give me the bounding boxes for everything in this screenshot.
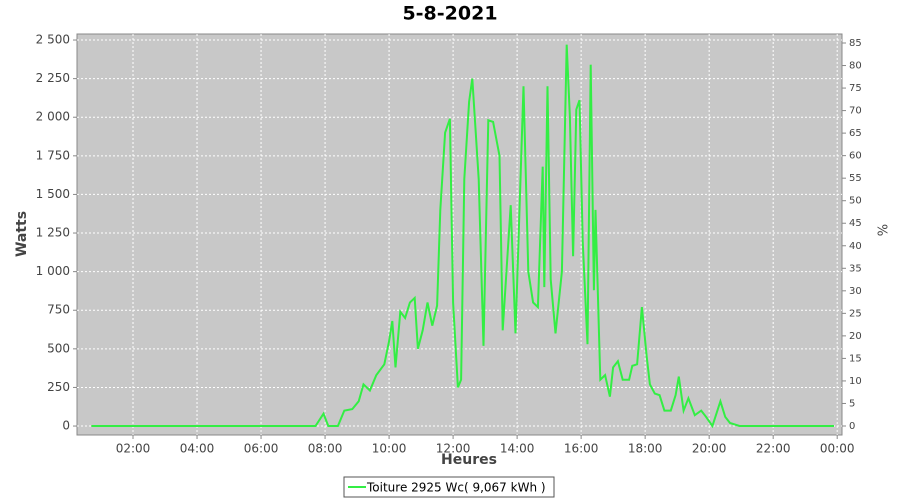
plot-area — [76, 33, 843, 436]
x-axis-label: Heures — [441, 452, 497, 468]
y-axis-label: Watts — [14, 211, 30, 257]
x-tick-label: 16:00 — [564, 442, 599, 456]
y-tick-label: 0 — [62, 419, 70, 433]
y2-axis-label: % — [877, 224, 892, 236]
y2-tick-label: 75 — [849, 83, 862, 94]
y-tick-label: 2 500 — [36, 33, 70, 47]
y-tick-label: 250 — [47, 380, 70, 394]
x-tick-label: 06:00 — [244, 442, 279, 456]
x-tick-label: 02:00 — [116, 442, 151, 456]
y-tick-label: 1 250 — [36, 226, 70, 240]
x-tick-label: 18:00 — [628, 442, 663, 456]
x-tick-label: 14:00 — [500, 442, 535, 456]
y2-tick-label: 60 — [849, 151, 862, 162]
x-tick-label: 10:00 — [372, 442, 407, 456]
x-tick-label: 22:00 — [756, 442, 791, 456]
y-tick-label: 1 750 — [36, 148, 70, 162]
y2-tick-label: 15 — [849, 353, 862, 364]
y2-tick-label: 55 — [849, 173, 862, 184]
x-tick-label: 08:00 — [308, 442, 343, 456]
legend — [343, 476, 555, 498]
x-tick-label: 04:00 — [180, 442, 215, 456]
y-tick-label: 750 — [47, 303, 70, 317]
y2-tick-label: 65 — [849, 128, 862, 139]
y-tick-label: 2 000 — [36, 110, 70, 124]
y2-tick-label: 0 — [849, 421, 855, 432]
series-line — [91, 44, 834, 429]
y-tick-label: 1 000 — [36, 264, 70, 278]
y-tick-label: 1 500 — [36, 187, 70, 201]
y2-tick-label: 10 — [849, 376, 862, 387]
y-tick-label: 2 250 — [36, 71, 70, 85]
legend-label: Toiture 2925 Wc( 9,067 kWh ) — [366, 481, 546, 495]
y2-tick-label: 35 — [849, 263, 862, 274]
x-tick-label: 12:00 — [436, 442, 471, 456]
y2-tick-label: 85 — [849, 38, 862, 49]
x-tick-label: 00:00 — [820, 442, 855, 456]
y2-tick-label: 80 — [849, 61, 862, 72]
chart-title: 5-8-2021 — [402, 3, 497, 25]
y2-tick-label: 40 — [849, 241, 862, 252]
y2-tick-label: 20 — [849, 331, 862, 342]
y2-tick-label: 45 — [849, 218, 862, 229]
y2-tick-label: 70 — [849, 106, 862, 117]
y2-tick-label: 30 — [849, 286, 862, 297]
y-tick-label: 500 — [47, 341, 70, 355]
y2-tick-label: 50 — [849, 196, 862, 207]
y2-tick-label: 5 — [849, 398, 855, 409]
y2-tick-label: 25 — [849, 308, 862, 319]
x-tick-label: 20:00 — [692, 442, 727, 456]
